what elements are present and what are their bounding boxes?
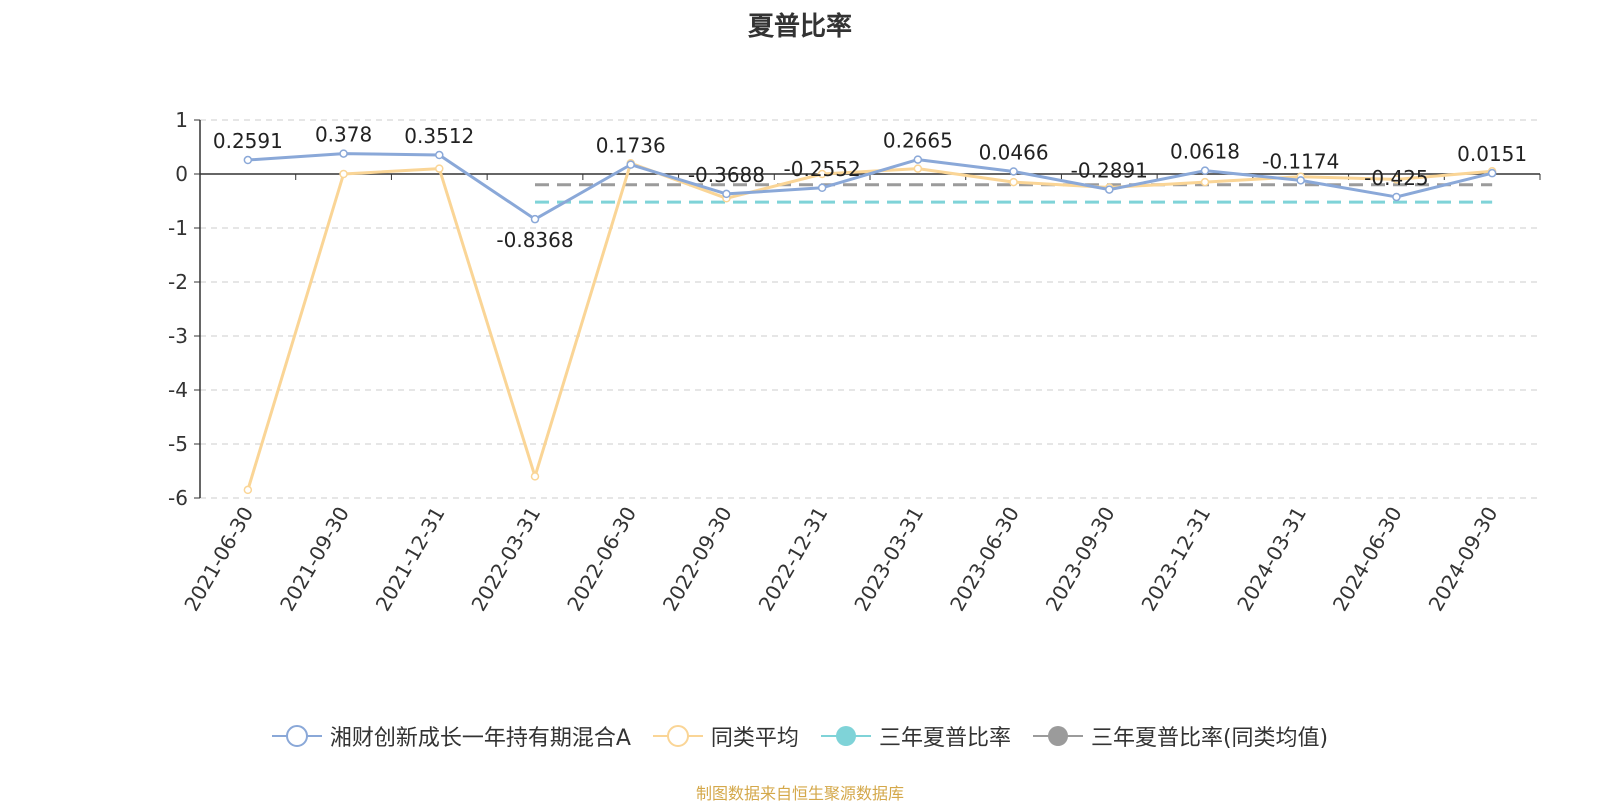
x-tick-label: 2021-12-31 <box>371 503 450 616</box>
data-label: -0.2891 <box>1071 159 1148 183</box>
legend: 湘财创新成长一年持有期混合A 同类平均 三年夏普比率 三年夏普比率(同类均值) <box>0 720 1600 752</box>
data-point <box>435 164 444 173</box>
x-tick-label: 2023-03-31 <box>849 503 928 616</box>
data-label: 0.1736 <box>596 134 666 158</box>
legend-label-three-year-sharpe-peer: 三年夏普比率(同类均值) <box>1090 726 1329 751</box>
y-tick-label: -6 <box>168 486 188 510</box>
legend-marker-peer-average <box>652 725 703 747</box>
y-tick-label: -1 <box>168 216 188 240</box>
x-tick-label: 2023-06-30 <box>945 503 1024 616</box>
series-line <box>247 152 1493 221</box>
data-point <box>817 183 827 193</box>
data-point <box>913 155 923 164</box>
y-tick-label: 0 <box>175 162 188 186</box>
legend-item-three-year-sharpe-peer[interactable]: 三年夏普比率(同类均值) <box>1032 720 1329 752</box>
chart-title: 夏普比率 <box>747 12 852 42</box>
data-label: 0.0151 <box>1457 142 1527 166</box>
x-tick-label: 2022-09-30 <box>658 503 737 616</box>
data-point <box>913 164 923 173</box>
data-point <box>626 160 635 169</box>
x-tick-label: 2024-06-30 <box>1328 503 1407 616</box>
legend-item-peer-average[interactable]: 同类平均 <box>652 720 799 752</box>
data-point <box>530 472 540 481</box>
data-label: 0.2665 <box>883 129 953 153</box>
y-tick-label: 1 <box>175 108 188 132</box>
data-label: -0.3688 <box>688 163 765 187</box>
data-label: -0.2552 <box>784 157 861 181</box>
legend-marker-fund <box>271 725 322 747</box>
legend-marker-three-year-sharpe-peer <box>1032 726 1083 746</box>
x-tick-label: 2024-09-30 <box>1424 503 1503 616</box>
y-tick-label: -5 <box>168 432 188 456</box>
y-tick-label: -4 <box>168 378 188 402</box>
data-point <box>243 155 253 165</box>
x-tick-label: 2021-06-30 <box>179 503 258 616</box>
x-tick-label: 2021-09-30 <box>275 503 354 616</box>
data-point <box>435 150 444 160</box>
data-label: 0.0466 <box>979 140 1049 164</box>
data-point <box>339 149 348 158</box>
data-point <box>1009 167 1018 176</box>
data-label: 0.0618 <box>1170 140 1240 164</box>
legend-item-three-year-sharpe[interactable]: 三年夏普比率 <box>820 720 1011 752</box>
x-tick-label: 2022-12-31 <box>754 503 833 616</box>
legend-label-three-year-sharpe: 三年夏普比率 <box>878 726 1011 751</box>
x-tick-label: 2022-03-31 <box>466 503 545 616</box>
legend-label-peer-average: 同类平均 <box>710 726 799 751</box>
data-point <box>1105 185 1114 194</box>
data-point <box>1296 176 1305 185</box>
legend-marker-three-year-sharpe <box>820 726 871 746</box>
data-point <box>1009 177 1018 187</box>
data-label: 0.2591 <box>213 129 283 153</box>
x-tick-label: 2022-06-30 <box>562 503 641 616</box>
data-point <box>1200 166 1210 175</box>
legend-label-fund: 湘财创新成长一年持有期混合A <box>329 726 631 751</box>
data-point <box>1487 168 1497 178</box>
data-point <box>1392 192 1401 202</box>
y-tick-label: -3 <box>168 324 188 348</box>
x-tick-label: 2023-12-31 <box>1136 503 1215 616</box>
data-label: 0.3512 <box>404 124 474 148</box>
legend-item-fund[interactable]: 湘财创新成长一年持有期混合A <box>271 720 631 752</box>
y-tick-label: -2 <box>168 270 188 294</box>
data-point <box>722 189 731 199</box>
data-point <box>243 485 253 495</box>
data-point <box>530 214 540 224</box>
data-point <box>817 169 827 179</box>
data-label: -0.8368 <box>496 228 573 252</box>
data-point <box>1200 177 1210 187</box>
data-label: 0.378 <box>315 123 372 147</box>
data-point <box>1392 175 1401 184</box>
data-label: -0.1174 <box>1262 149 1339 173</box>
source-note: 制图数据来自恒生聚源数据库 <box>695 784 904 803</box>
series-line <box>246 161 1493 491</box>
data-point <box>339 169 348 179</box>
x-tick-label: 2024-03-31 <box>1232 503 1311 616</box>
x-tick-label: 2023-09-30 <box>1041 503 1120 616</box>
data-label: -0.425 <box>1364 166 1428 190</box>
